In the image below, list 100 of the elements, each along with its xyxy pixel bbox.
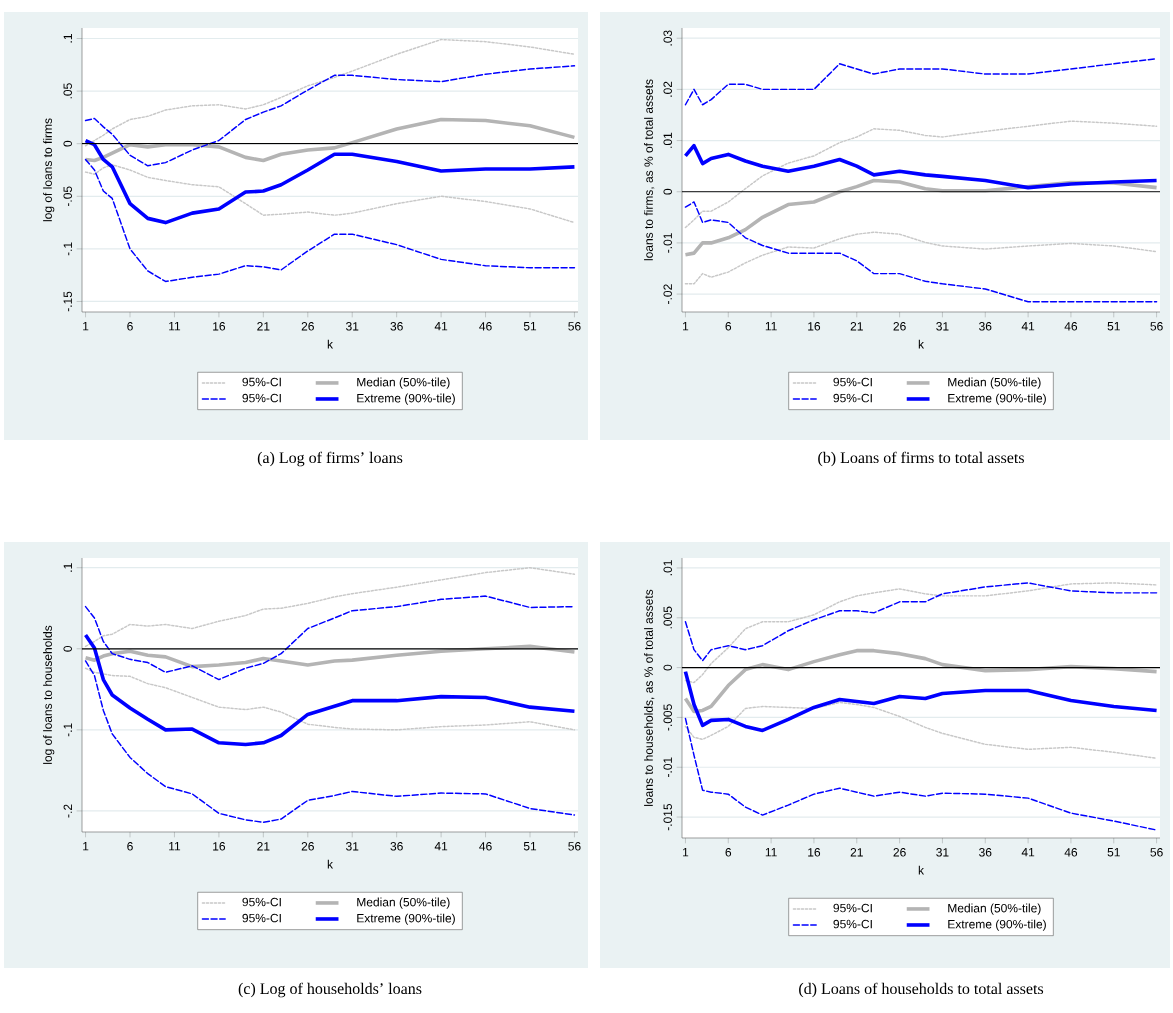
x-tick-label: 11 xyxy=(169,842,181,851)
y-tick-label: 0 xyxy=(663,188,672,195)
line-series xyxy=(684,582,1158,662)
x-tick-label: 26 xyxy=(893,848,906,857)
x-tick-label: 26 xyxy=(301,842,314,851)
text: (d) Loans of households to total assets xyxy=(799,982,1044,998)
line-series xyxy=(683,669,1159,733)
x-tick-label: 16 xyxy=(808,848,821,857)
x-tick-label: 21 xyxy=(257,322,270,331)
line-series xyxy=(684,717,1158,831)
y-tick-label: -.15 xyxy=(63,291,72,312)
x-tick-label: 46 xyxy=(479,322,492,331)
x-tick-label: 56 xyxy=(568,322,581,331)
legend-label: 95%-CI xyxy=(833,919,872,929)
y-tick-label: -.015 xyxy=(663,803,672,831)
x-tick-label: 56 xyxy=(1150,848,1163,857)
x-tick-label: 11 xyxy=(765,848,777,857)
legend-label: Extreme (90%-tile) xyxy=(948,393,1046,405)
legend-label: 95%-CI xyxy=(833,393,872,403)
legend-label: Extreme (90%-tile) xyxy=(948,919,1046,931)
line-series xyxy=(83,644,577,669)
y-tick-label: -.1 xyxy=(63,723,72,737)
line-series xyxy=(84,65,576,167)
x-tick-label: 1 xyxy=(683,322,689,331)
line-series xyxy=(83,633,577,747)
y-axis-title: loans to households, as % of total assets xyxy=(644,589,655,806)
y-tick-label: -.01 xyxy=(663,233,672,253)
x-tick-label: 6 xyxy=(725,848,732,857)
y-axis-title: log of loans to households xyxy=(43,625,55,764)
x-axis-title: k xyxy=(918,865,925,875)
line-series xyxy=(84,38,576,147)
x-tick-label: 51 xyxy=(523,322,537,331)
line-series xyxy=(84,595,576,681)
x-tick-label: 31 xyxy=(346,322,359,331)
legend-label: Extreme (90%-tile) xyxy=(357,393,455,405)
x-tick-label: 31 xyxy=(346,842,359,851)
x-tick-label: 51 xyxy=(1107,322,1120,331)
x-tick-label: 21 xyxy=(850,848,863,857)
y-tick-label: .1 xyxy=(63,563,72,572)
line-series xyxy=(684,231,1158,285)
x-tick-label: 6 xyxy=(725,322,732,331)
x-axis-title: k xyxy=(327,859,334,869)
y-tick-label: 0 xyxy=(663,664,672,671)
line-series xyxy=(84,566,576,648)
x-tick-label: 31 xyxy=(936,322,949,331)
y-axis-title: loans to firms, as % of total assets xyxy=(644,79,655,261)
x-tick-label: 21 xyxy=(257,842,270,851)
x-tick-label: 36 xyxy=(390,842,403,851)
legend-label: 95%-CI xyxy=(242,377,281,387)
x-tick-label: 36 xyxy=(979,848,992,857)
line-series xyxy=(684,701,1158,760)
x-tick-label: 6 xyxy=(127,322,133,331)
line-series xyxy=(84,660,576,824)
x-tick-label: 6 xyxy=(127,842,133,851)
legend-label: Median (50%-tile) xyxy=(948,903,1041,915)
y-tick-label: -.2 xyxy=(63,804,72,818)
x-tick-label: 16 xyxy=(808,322,821,331)
x-tick-label: 41 xyxy=(434,842,448,851)
y-tick-label: .02 xyxy=(663,81,672,97)
y-tick-label: .01 xyxy=(663,132,672,148)
line-series xyxy=(83,117,577,163)
x-tick-label: 11 xyxy=(169,322,181,331)
x-axis-title: k xyxy=(918,339,925,349)
y-tick-label: -.02 xyxy=(663,284,672,304)
x-tick-label: 46 xyxy=(1064,322,1078,331)
x-tick-label: 26 xyxy=(893,322,906,331)
x-tick-label: 41 xyxy=(434,322,448,331)
x-tick-label: 36 xyxy=(979,322,992,331)
text: (b) Loans of firms to total assets xyxy=(818,451,1024,467)
y-tick-label: -.1 xyxy=(63,242,72,256)
x-tick-label: 1 xyxy=(83,842,89,851)
x-tick-label: 16 xyxy=(213,842,226,851)
legend-label: 95%-CI xyxy=(242,897,281,907)
line-series xyxy=(84,163,576,224)
y-tick-label: .1 xyxy=(63,34,72,43)
line-series xyxy=(684,582,1158,684)
x-tick-label: 46 xyxy=(479,842,492,851)
y-tick-label: .05 xyxy=(63,83,72,99)
x-tick-label: 46 xyxy=(1064,848,1078,857)
text: (a) Log of firms’ loans xyxy=(257,451,403,467)
y-tick-label: .03 xyxy=(663,30,672,46)
line-series xyxy=(683,143,1159,190)
x-axis-title: k xyxy=(327,339,334,349)
x-tick-label: 41 xyxy=(1021,322,1035,331)
y-tick-label: .01 xyxy=(663,560,672,576)
legend-label: 95%-CI xyxy=(242,393,281,403)
y-tick-label: -.05 xyxy=(63,186,72,207)
x-tick-label: 1 xyxy=(683,848,689,857)
y-tick-label: -.005 xyxy=(663,704,672,731)
x-tick-label: 31 xyxy=(936,848,949,857)
y-tick-label: 0 xyxy=(63,140,72,147)
x-tick-label: 56 xyxy=(568,842,581,851)
text: (c) Log of households’ loans xyxy=(238,982,422,998)
x-tick-label: 1 xyxy=(83,322,89,331)
x-tick-label: 16 xyxy=(213,322,226,331)
x-tick-label: 36 xyxy=(390,322,403,331)
x-tick-label: 56 xyxy=(1150,322,1163,331)
x-tick-label: 21 xyxy=(850,322,863,331)
line-series xyxy=(83,138,577,225)
x-tick-label: 41 xyxy=(1021,848,1035,857)
